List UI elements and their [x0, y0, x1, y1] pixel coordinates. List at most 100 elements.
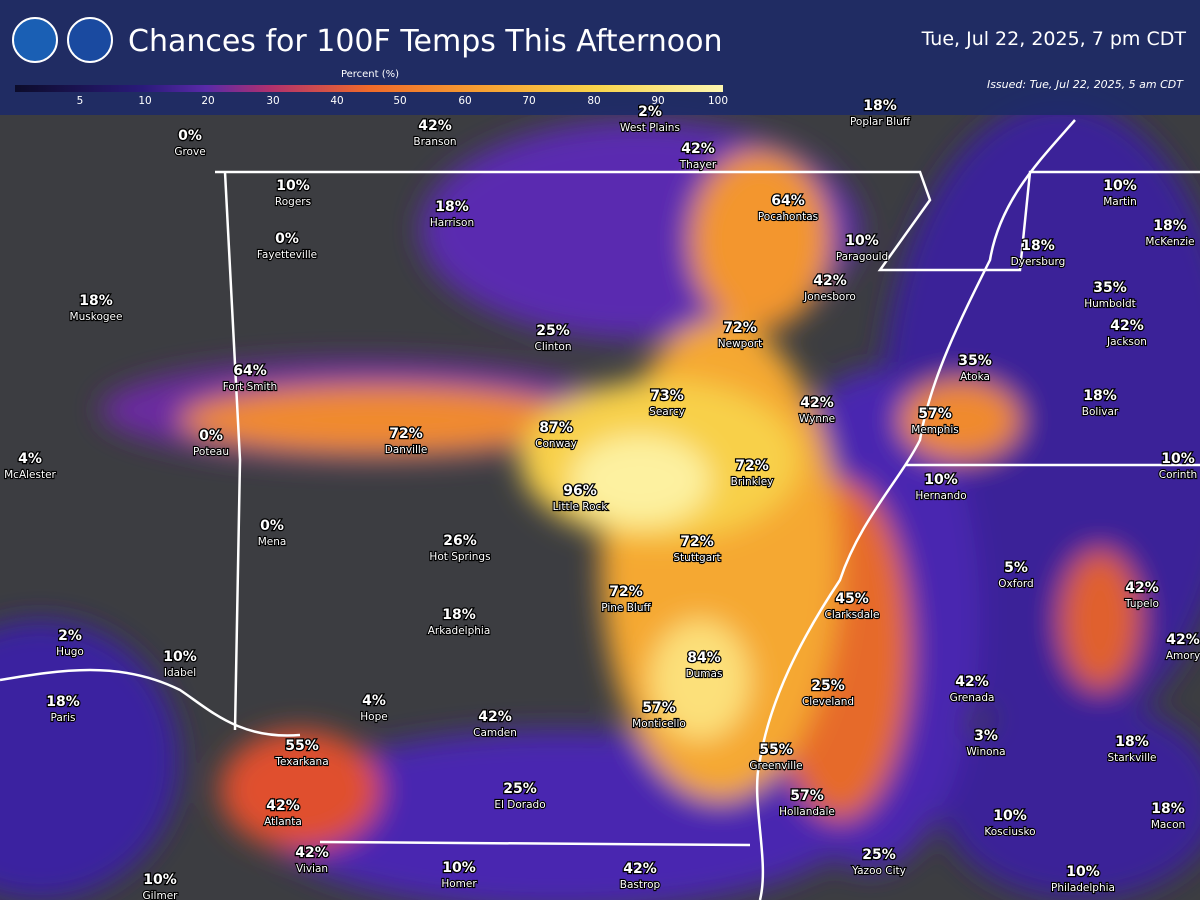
city-percent: 35% — [958, 353, 992, 369]
city-name: Atoka — [960, 371, 990, 383]
city-percent: 10% — [924, 472, 958, 488]
city-name: Hernando — [915, 490, 966, 502]
city-percent: 10% — [993, 808, 1027, 824]
city-percent: 18% — [1153, 218, 1187, 234]
city-percent: 10% — [442, 860, 476, 876]
city-name: Cleveland — [802, 696, 854, 708]
city-percent: 0% — [275, 231, 299, 247]
city-name: Winona — [966, 746, 1005, 758]
city-percent: 18% — [435, 199, 469, 215]
city-percent: 72% — [735, 458, 769, 474]
city-name: Bolivar — [1082, 406, 1119, 418]
city-name: Thayer — [679, 159, 717, 171]
city-name: Homer — [441, 878, 477, 890]
city-name: Oxford — [998, 578, 1033, 590]
city-percent: 42% — [418, 118, 452, 134]
legend-tick-label: 10 — [138, 95, 151, 107]
nws-logo — [67, 17, 113, 63]
city-percent: 42% — [813, 273, 847, 289]
city-name: Poplar Bluff — [850, 116, 911, 128]
city-percent: 42% — [266, 798, 300, 814]
city-name: Hope — [360, 711, 387, 723]
city-percent: 18% — [1021, 238, 1055, 254]
city-percent: 64% — [233, 363, 267, 379]
legend-tick-label: 80 — [587, 95, 600, 107]
legend-tick-label: 70 — [522, 95, 535, 107]
legend-tick-label: 60 — [458, 95, 471, 107]
city-name: Brinkley — [731, 476, 774, 488]
state-borders — [0, 119, 1200, 900]
legend-tick-label: 20 — [201, 95, 214, 107]
city-percent: 10% — [1066, 864, 1100, 880]
city-percent: 42% — [681, 141, 715, 157]
city-percent: 18% — [1083, 388, 1117, 404]
city-percent: 55% — [285, 738, 319, 754]
city-name: Poteau — [193, 446, 229, 458]
city-percent: 42% — [1166, 632, 1200, 648]
city-percent: 18% — [46, 694, 80, 710]
city-name: Rogers — [275, 196, 311, 208]
city-percent: 5% — [1004, 560, 1028, 576]
city-name: Grove — [174, 146, 205, 158]
city-percent: 64% — [771, 193, 805, 209]
city-name: Gilmer — [143, 890, 179, 900]
city-name: Pocahontas — [758, 211, 818, 223]
city-percent: 55% — [759, 742, 793, 758]
city-percent: 72% — [723, 320, 757, 336]
city-name: Pine Bluff — [601, 602, 651, 614]
city-name: Corinth — [1159, 469, 1197, 481]
city-name: Humboldt — [1084, 298, 1136, 310]
city-percent: 45% — [835, 591, 869, 607]
city-name: Paris — [51, 712, 76, 724]
city-name: McKenzie — [1145, 236, 1194, 248]
city-name: Macon — [1151, 819, 1185, 831]
city-percent: 4% — [362, 693, 386, 709]
valid-time: Tue, Jul 22, 2025, 7 pm CDT — [921, 28, 1187, 50]
city-name: Texarkana — [274, 756, 328, 768]
city-percent: 35% — [1093, 280, 1127, 296]
city-name: Conway — [535, 438, 577, 450]
legend-tick-label: 40 — [330, 95, 343, 107]
city-name: Jonesboro — [803, 291, 856, 303]
city-name: West Plains — [620, 122, 680, 134]
title: Chances for 100F Temps This Afternoon — [128, 24, 723, 59]
city-percent: 84% — [687, 650, 721, 666]
city-name: Atlanta — [264, 816, 302, 828]
city-percent: 72% — [389, 426, 423, 442]
city-name: Vivian — [296, 863, 328, 875]
city-name: Arkadelphia — [428, 625, 491, 637]
city-percent: 2% — [638, 104, 662, 120]
city-percent: 57% — [918, 406, 952, 422]
legend-label: Percent (%) — [341, 69, 399, 80]
city-name: Muskogee — [70, 311, 123, 323]
city-name: Hollandale — [779, 806, 835, 818]
city-name: Philadelphia — [1051, 882, 1115, 894]
city-percent: 42% — [623, 861, 657, 877]
city-name: Camden — [473, 727, 517, 739]
city-name: Fort Smith — [223, 381, 277, 393]
issued-time: Issued: Tue, Jul 22, 2025, 5 am CDT — [987, 78, 1184, 91]
city-name: Memphis — [911, 424, 958, 436]
legend-ticks: 5 10 20 30 40 50 60 70 80 90 100 — [77, 95, 728, 107]
city-name: Yazoo City — [851, 865, 906, 877]
city-name: El Dorado — [494, 799, 545, 811]
city-name: Stuttgart — [673, 552, 720, 564]
city-name: Dumas — [686, 668, 723, 680]
city-name: McAlester — [4, 469, 56, 481]
city-percent: 42% — [295, 845, 329, 861]
city-percent: 42% — [955, 674, 989, 690]
city-name: Greenville — [749, 760, 802, 772]
probability-field — [0, 100, 1200, 900]
legend-tick-label: 90 — [651, 95, 664, 107]
city-percent: 10% — [143, 872, 177, 888]
city-name: Paragould — [836, 251, 888, 263]
header-band — [0, 0, 1200, 115]
city-name: Clarksdale — [824, 609, 879, 621]
city-percent: 18% — [442, 607, 476, 623]
city-name: Monticello — [632, 718, 686, 730]
city-name: Hot Springs — [429, 551, 490, 563]
city-name: Starkville — [1107, 752, 1156, 764]
